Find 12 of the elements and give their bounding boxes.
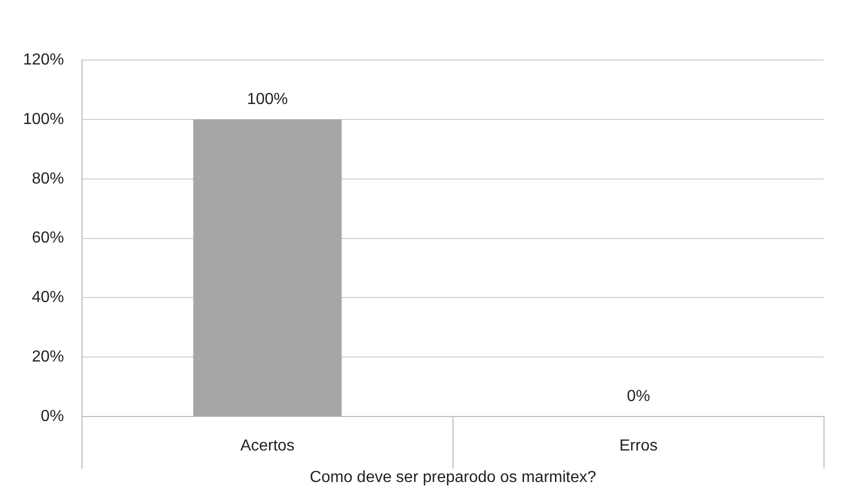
data-label: 0% <box>626 388 650 406</box>
y-tick-label: 40% <box>32 289 64 306</box>
y-tick-label: 20% <box>32 348 64 366</box>
y-tick-label: 0% <box>40 408 64 426</box>
data-label: 100% <box>246 90 288 108</box>
y-tick-label: 120% <box>23 51 64 68</box>
x-axis-title: Como deve ser preparodo os marmitex? <box>310 468 596 486</box>
y-tick-label: 60% <box>32 230 64 247</box>
y-tick-label: 80% <box>32 170 64 188</box>
x-tick-label: Erros <box>619 438 658 455</box>
y-tick-label: 100% <box>23 110 64 128</box>
x-tick-label: Acertos <box>240 438 295 455</box>
